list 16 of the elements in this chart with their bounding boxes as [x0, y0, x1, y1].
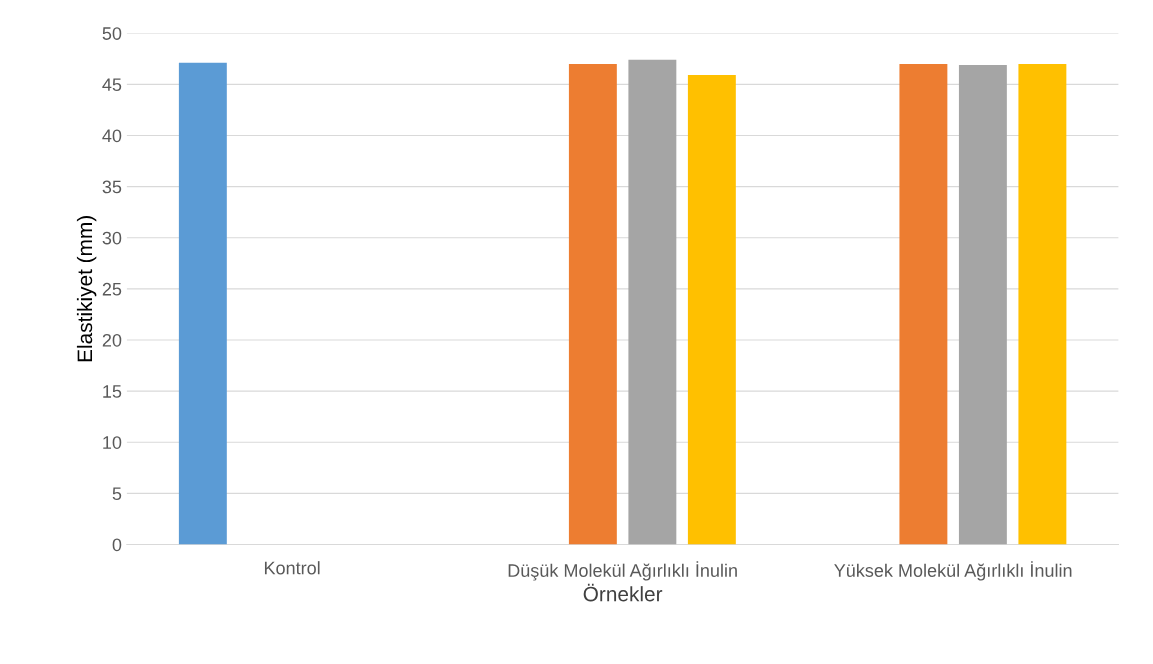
y-tick-label: 45 [102, 78, 122, 92]
x-tick-label: Düşük Molekül Ağırlıklı İnulin [508, 561, 737, 581]
y-tick-label: 5 [112, 487, 122, 501]
x-tick-label: Yüksek Molekül Ağırlıklı İnulin [834, 561, 1072, 581]
y-tick-label: 20 [102, 333, 122, 347]
x-tick-label: Kontrol [264, 561, 320, 575]
y-tick-label: 30 [102, 231, 122, 245]
y-tick-label: 40 [102, 129, 122, 143]
y-tick-label: 10 [103, 436, 122, 449]
y-axis-title: Elastikiyet (mm) [76, 216, 97, 362]
y-tick-label: 50 [102, 27, 122, 40]
x-axis-title: Örnekler [583, 583, 663, 602]
y-tick-label: 15 [103, 385, 122, 398]
y-tick-label: 35 [102, 180, 122, 194]
y-tick-label: 0 [112, 538, 122, 552]
y-tick-label: 25 [102, 282, 122, 296]
